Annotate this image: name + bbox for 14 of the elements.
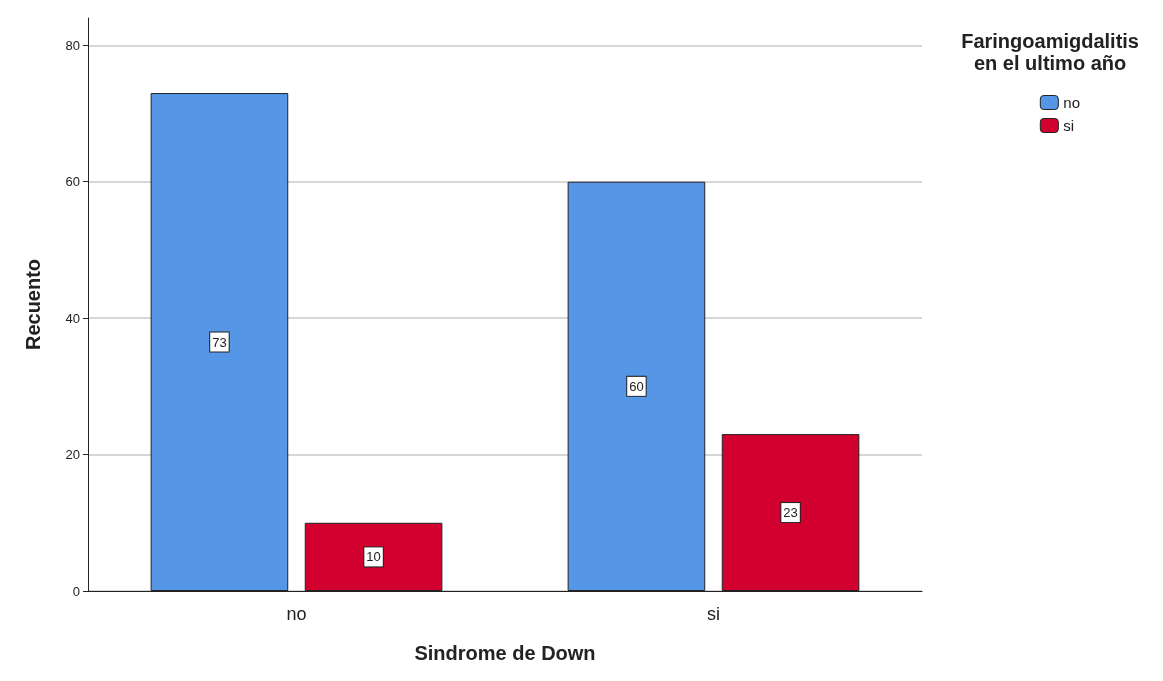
y-tick-label: 60	[65, 174, 80, 190]
y-tick-label: 0	[72, 583, 80, 599]
legend-label: si	[1063, 117, 1075, 134]
y-tick-label: 40	[65, 310, 80, 326]
legend-label: no	[1063, 94, 1080, 111]
legend-title: Faringoamigdalitis en el ultimo año	[961, 30, 1139, 74]
data-label: 23	[783, 505, 798, 521]
y-axis-title: Recuento	[22, 258, 44, 351]
y-tick-label: 20	[65, 447, 80, 463]
data-label: 73	[212, 334, 227, 350]
data-label: 10	[366, 549, 381, 565]
data-label: 60	[629, 378, 644, 394]
y-tick-label: 80	[65, 37, 80, 53]
x-axis-title: Sindrome de Down	[414, 642, 596, 664]
